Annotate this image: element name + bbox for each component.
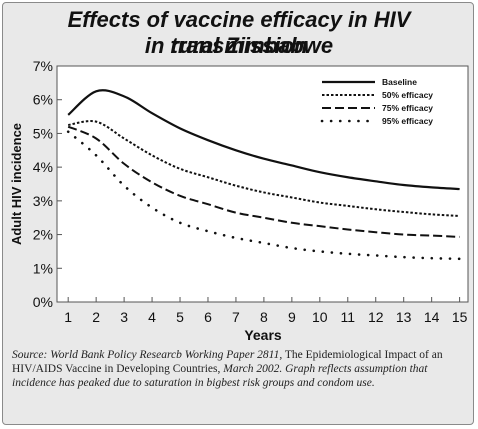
source-remark: March 2002. Graph reflects assumption th… bbox=[12, 363, 428, 389]
x-tick-label: 6 bbox=[204, 309, 212, 325]
chart-title-line1: Effects of vaccine efficacy in HIV trans… bbox=[67, 7, 411, 58]
x-tick-label: 7 bbox=[232, 309, 240, 325]
y-tick-label: 1% bbox=[33, 260, 53, 276]
x-tick-label: 3 bbox=[120, 309, 128, 325]
x-tick-label: 9 bbox=[288, 309, 296, 325]
y-axis-label: Adult HIV incidence bbox=[9, 123, 24, 245]
source-citation: Source: World Bank Policy Researcb Worki… bbox=[12, 349, 283, 361]
series-line-0 bbox=[67, 89, 460, 191]
source-title: The Epidemiological Impact of an HIV/AID… bbox=[12, 349, 443, 375]
series-lines bbox=[66, 89, 461, 261]
plot-area bbox=[56, 65, 469, 303]
y-tick-label: 2% bbox=[33, 227, 53, 243]
x-tick-label: 4 bbox=[148, 309, 156, 325]
y-tick-label: 5% bbox=[33, 125, 53, 141]
x-tick-label: 15 bbox=[452, 309, 468, 325]
legend-label: 75% efficacy bbox=[382, 103, 433, 113]
x-tick-label: 11 bbox=[341, 309, 356, 325]
legend-label: 95% efficacy bbox=[382, 116, 433, 126]
chart-title-line2: in rural Zimbabwe bbox=[144, 33, 334, 58]
x-tick-label: 5 bbox=[176, 309, 184, 325]
x-tick-label: 8 bbox=[260, 309, 268, 325]
legend-label: 50% efficacy bbox=[382, 90, 433, 100]
x-tick-label: 1 bbox=[64, 309, 72, 325]
x-tick-label: 14 bbox=[424, 309, 440, 325]
x-tick-label: 10 bbox=[312, 309, 328, 325]
x-tick-label: 12 bbox=[368, 309, 384, 325]
line-chart: 0%1%2%3%4%5%6%7%1 2 3 4 5 6 7 8 9 10 11 12 13 14 15 Ba… bbox=[9, 58, 469, 343]
source-note: Source: World Bank Policy Researcb Worki… bbox=[12, 348, 462, 390]
series-line-1 bbox=[68, 120, 460, 218]
x-axis-label: Years bbox=[244, 327, 282, 343]
legend: Baseline 50% efficacy 75% efficacy 95% effi… bbox=[320, 77, 433, 126]
y-tick-label: 4% bbox=[33, 159, 53, 175]
series-line-3 bbox=[66, 130, 461, 261]
y-tick-label: 0% bbox=[33, 294, 53, 310]
axis-ticks: 0%1%2%3%4%5%6%7%1 2 3 4 5 6 7 8 9 10 11 12 13 14 15 bbox=[33, 58, 468, 325]
series-line-2 bbox=[67, 125, 460, 238]
x-tick-label: 13 bbox=[396, 309, 412, 325]
x-tick-label: 2 bbox=[92, 309, 100, 325]
y-tick-label: 3% bbox=[33, 193, 53, 209]
legend-label: Baseline bbox=[382, 77, 417, 87]
y-tick-label: 6% bbox=[33, 92, 53, 108]
y-tick-label: 7% bbox=[33, 58, 53, 74]
